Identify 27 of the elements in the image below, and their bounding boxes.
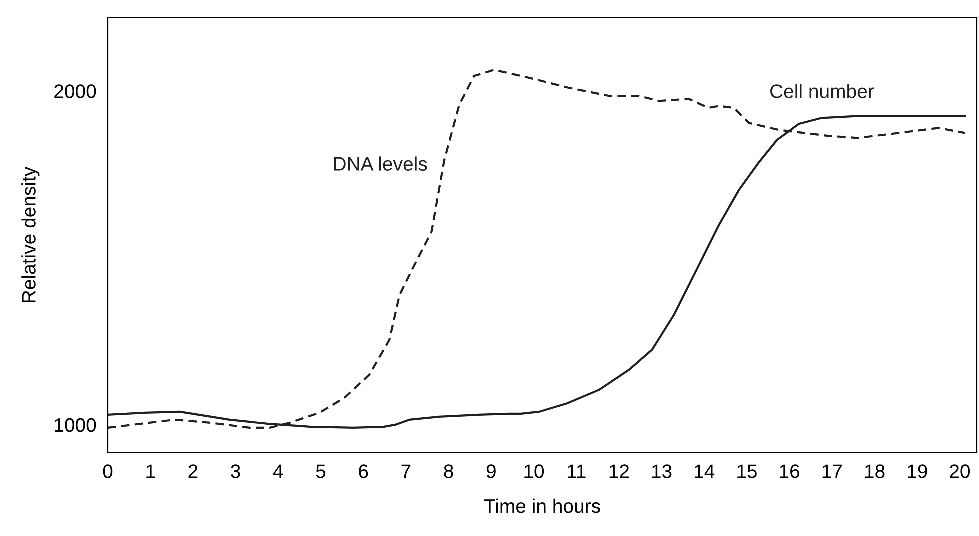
x-tick-label: 19: [908, 464, 928, 478]
y-tick-label: 1000: [55, 418, 96, 432]
x-tick-label: 5: [316, 464, 326, 478]
y-axis-title: Relative density: [22, 166, 40, 303]
x-tick-label: 6: [359, 464, 368, 478]
x-tick-label: 12: [610, 464, 630, 478]
x-tick-label: 0: [103, 464, 113, 478]
x-tick-label: 17: [822, 464, 842, 478]
x-tick-label: 13: [652, 464, 672, 478]
x-tick-label: 15: [738, 464, 757, 478]
x-tick-label: 3: [231, 464, 240, 478]
series-label: Cell number: [770, 84, 874, 98]
x-tick-label: 10: [524, 464, 544, 478]
y-tick-label: 2000: [54, 84, 96, 98]
x-tick-label: 8: [444, 464, 454, 478]
x-tick-label: 2: [188, 464, 198, 478]
x-tick-label: 11: [568, 464, 586, 478]
x-tick-label: 4: [273, 464, 284, 478]
x-tick-label: 18: [865, 464, 885, 478]
x-tick-label: 20: [950, 464, 970, 478]
series-label: DNA levels: [334, 156, 428, 171]
x-tick-label: 16: [780, 464, 800, 478]
x-axis-title: Time in hours: [484, 498, 600, 514]
x-tick-label: 14: [695, 464, 715, 478]
x-tick-label: 9: [486, 464, 496, 478]
x-tick-label: 1: [146, 464, 156, 478]
x-tick-label: 7: [402, 464, 411, 478]
